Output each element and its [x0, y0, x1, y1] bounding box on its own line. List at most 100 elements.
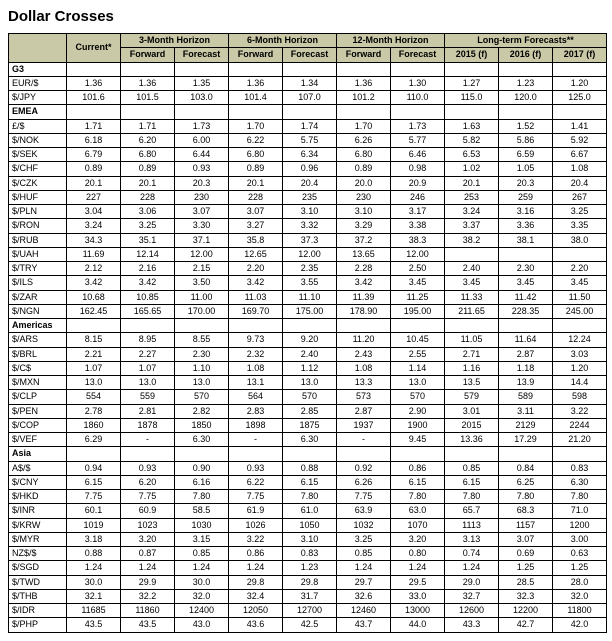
- data-cell: 32.6: [337, 589, 391, 603]
- data-cell: 38.2: [445, 233, 499, 247]
- data-cell: 2.87: [337, 404, 391, 418]
- data-cell: 6.30: [175, 433, 229, 447]
- table-row: NZ$/$0.880.870.850.860.830.850.800.740.6…: [9, 547, 607, 561]
- data-cell: 12.14: [121, 247, 175, 261]
- data-cell: 1.23: [283, 561, 337, 575]
- data-cell: 1019: [67, 518, 121, 532]
- table-row: $/RON3.243.253.303.273.323.293.383.373.3…: [9, 219, 607, 233]
- data-cell: 13.0: [121, 376, 175, 390]
- data-cell: 13.0: [283, 376, 337, 390]
- table-head: Current* 3-Month Horizon 6-Month Horizon…: [9, 34, 607, 63]
- data-cell: 28.5: [499, 575, 553, 589]
- data-cell: 227: [67, 190, 121, 204]
- pair-label: $/SGD: [9, 561, 67, 575]
- data-cell: 11.03: [229, 290, 283, 304]
- pair-label: $/RUB: [9, 233, 67, 247]
- data-cell: 0.88: [283, 461, 337, 475]
- data-cell: 7.80: [553, 490, 607, 504]
- data-cell: 3.00: [553, 532, 607, 546]
- data-cell: 2.30: [499, 262, 553, 276]
- data-cell: 253: [445, 190, 499, 204]
- data-cell: 37.1: [175, 233, 229, 247]
- col-2017: 2017 (f): [553, 48, 607, 62]
- data-cell: 1.36: [337, 76, 391, 90]
- empty-cell: [283, 319, 337, 333]
- empty-cell: [175, 62, 229, 76]
- data-cell: 8.95: [121, 333, 175, 347]
- empty-cell: [67, 447, 121, 461]
- data-cell: 1900: [391, 418, 445, 432]
- pair-label: $/ZAR: [9, 290, 67, 304]
- data-cell: 43.3: [445, 618, 499, 632]
- empty-cell: [121, 105, 175, 119]
- data-cell: 5.92: [553, 133, 607, 147]
- data-cell: 2.55: [391, 347, 445, 361]
- data-cell: 125.0: [553, 91, 607, 105]
- pair-label: $/INR: [9, 504, 67, 518]
- col-3m-fct: Forecast: [175, 48, 229, 62]
- data-cell: 235: [283, 190, 337, 204]
- data-cell: 3.55: [283, 276, 337, 290]
- pair-label: $/VEF: [9, 433, 67, 447]
- data-cell: 0.88: [67, 547, 121, 561]
- data-cell: 0.86: [391, 461, 445, 475]
- empty-cell: [499, 447, 553, 461]
- data-cell: 3.24: [445, 205, 499, 219]
- empty-cell: [67, 105, 121, 119]
- data-cell: 1070: [391, 518, 445, 532]
- data-cell: 1.73: [175, 119, 229, 133]
- data-cell: 38.0: [553, 233, 607, 247]
- data-cell: 35.1: [121, 233, 175, 247]
- data-cell: 0.63: [553, 547, 607, 561]
- data-cell: 1.12: [283, 361, 337, 375]
- empty-cell: [229, 447, 283, 461]
- colgrp-6m: 6-Month Horizon: [229, 34, 337, 48]
- table-row: $/MXN13.013.013.013.113.013.313.013.513.…: [9, 376, 607, 390]
- data-cell: 0.74: [445, 547, 499, 561]
- data-cell: 103.0: [175, 91, 229, 105]
- data-cell: 44.0: [391, 618, 445, 632]
- table-row: $/BRL2.212.272.302.322.402.432.552.712.8…: [9, 347, 607, 361]
- empty-cell: [337, 319, 391, 333]
- data-cell: 2.78: [67, 404, 121, 418]
- data-cell: 1.14: [391, 361, 445, 375]
- empty-cell: [283, 105, 337, 119]
- data-cell: 1850: [175, 418, 229, 432]
- table-row: A$/$0.940.930.900.930.880.920.860.850.84…: [9, 461, 607, 475]
- data-cell: 63.0: [391, 504, 445, 518]
- data-cell: 579: [445, 390, 499, 404]
- data-cell: 32.4: [229, 589, 283, 603]
- section-label: Americas: [9, 319, 67, 333]
- data-cell: -: [229, 433, 283, 447]
- data-cell: 1050: [283, 518, 337, 532]
- empty-cell: [337, 105, 391, 119]
- empty-cell: [553, 447, 607, 461]
- data-cell: 32.0: [175, 589, 229, 603]
- data-cell: 3.50: [175, 276, 229, 290]
- data-cell: 35.8: [229, 233, 283, 247]
- data-cell: 11.64: [499, 333, 553, 347]
- col-6m-fwd: Forward: [229, 48, 283, 62]
- data-cell: 3.07: [229, 205, 283, 219]
- data-cell: 0.94: [67, 461, 121, 475]
- data-cell: 559: [121, 390, 175, 404]
- table-row: $/VEF6.29-6.30-6.30-9.4513.3617.2921.20: [9, 433, 607, 447]
- data-cell: 10.68: [67, 290, 121, 304]
- empty-cell: [229, 319, 283, 333]
- table-row: $/NOK6.186.206.006.225.756.265.775.825.8…: [9, 133, 607, 147]
- data-cell: 110.0: [391, 91, 445, 105]
- data-cell: 3.25: [553, 205, 607, 219]
- data-cell: 33.0: [391, 589, 445, 603]
- data-cell: 101.5: [121, 91, 175, 105]
- data-cell: 3.45: [499, 276, 553, 290]
- data-cell: 1.71: [67, 119, 121, 133]
- data-cell: 6.22: [229, 133, 283, 147]
- empty-cell: [553, 105, 607, 119]
- data-cell: 29.5: [391, 575, 445, 589]
- col-pair: [9, 34, 67, 63]
- data-cell: 3.29: [337, 219, 391, 233]
- data-cell: 20.1: [121, 176, 175, 190]
- data-cell: 1.07: [121, 361, 175, 375]
- data-cell: 6.15: [445, 475, 499, 489]
- data-cell: 7.75: [229, 490, 283, 504]
